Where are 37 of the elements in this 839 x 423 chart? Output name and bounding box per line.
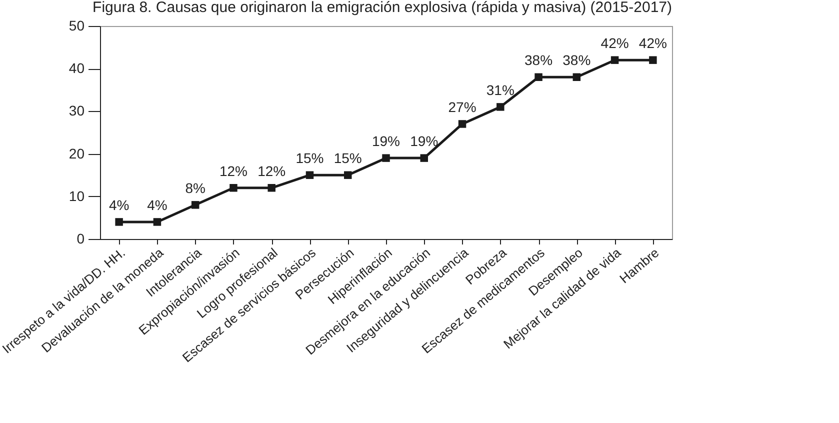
point (610, 56, 619, 64)
data-label: 8% (185, 180, 206, 196)
data-label: 19% (372, 133, 400, 150)
y-tick-label: 50 (68, 18, 85, 34)
y-tick-label: 20 (68, 145, 85, 162)
y-tick-label: 10 (68, 188, 85, 204)
data-label: 4% (147, 196, 168, 213)
point (458, 120, 466, 128)
data-label: 42% (600, 35, 629, 52)
point (153, 218, 162, 226)
point (382, 154, 390, 162)
point (572, 73, 581, 81)
point (420, 154, 428, 162)
point (534, 73, 542, 81)
data-label: 12% (219, 162, 248, 179)
data-label: 38% (524, 52, 553, 68)
y-tick-label: 30 (68, 102, 85, 119)
point (268, 184, 276, 192)
data-label: 31% (486, 82, 514, 98)
point (191, 201, 200, 209)
data-label: 4% (108, 196, 130, 213)
data-label: 38% (562, 52, 591, 68)
chart-title: Figura 8. Causas que originaron la emigración explosiva (rápida y masiva) (2015-2017) (92, 0, 672, 16)
data-label: 15% (296, 150, 324, 166)
data-label: 19% (410, 133, 438, 150)
data-label: 12% (258, 162, 286, 179)
data-label: 42% (638, 35, 667, 52)
y-tick-label: 40 (68, 60, 85, 76)
point (649, 56, 657, 64)
point (230, 184, 238, 192)
point (115, 218, 123, 226)
point (306, 171, 314, 179)
y-tick-label: 0 (76, 230, 85, 246)
point (496, 103, 504, 111)
data-label: 27% (448, 98, 476, 115)
data-label: 15% (334, 150, 362, 166)
point (344, 171, 352, 179)
